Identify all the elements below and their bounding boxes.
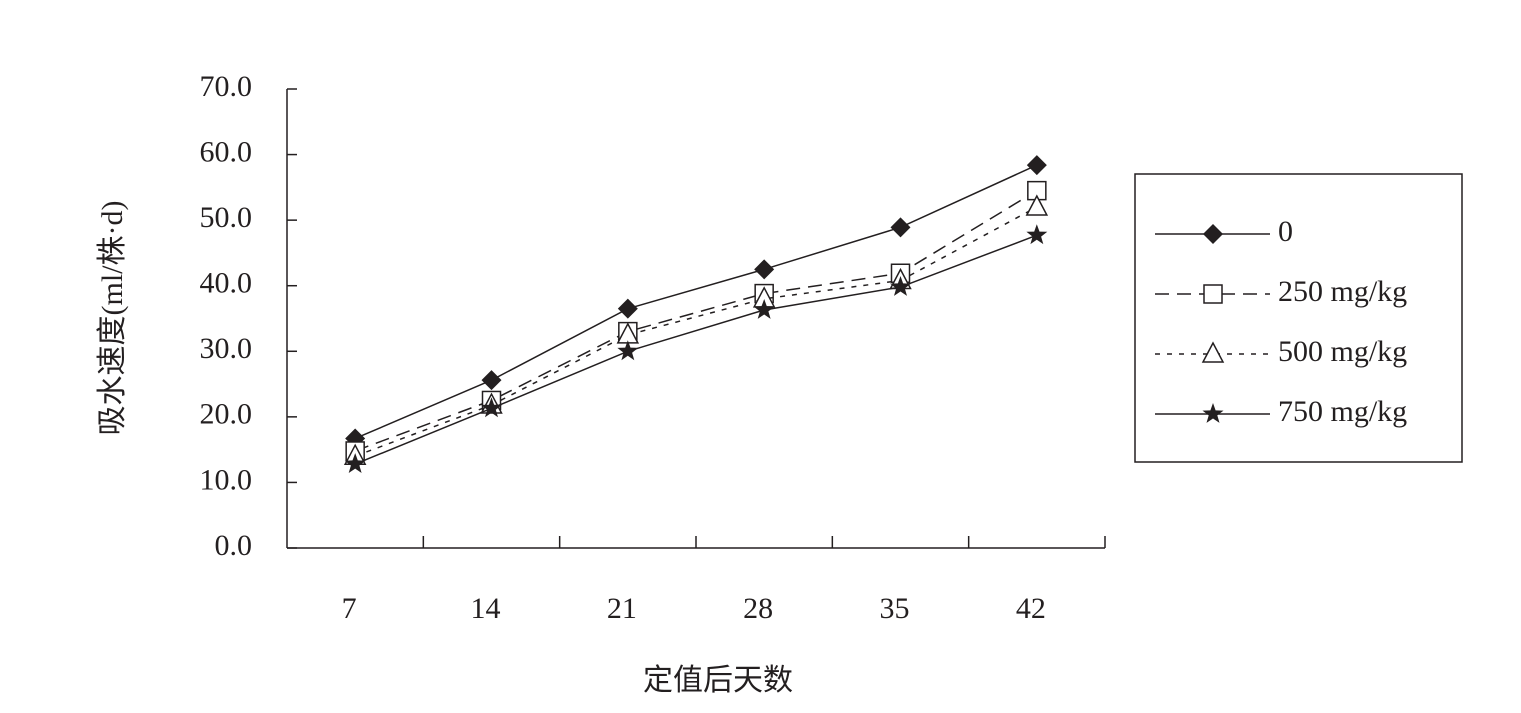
legend-box <box>1134 173 1463 463</box>
series-line <box>354 189 1038 452</box>
series-line <box>354 164 1038 440</box>
marker <box>1203 284 1223 304</box>
marker <box>1025 194 1049 216</box>
marker <box>890 217 911 238</box>
marker <box>1201 341 1225 363</box>
marker <box>890 276 911 296</box>
marker <box>481 397 502 418</box>
series-line <box>354 206 1038 457</box>
y-tick-label: 0.0 <box>215 529 253 562</box>
y-tick-label: 60.0 <box>200 135 253 168</box>
marker <box>754 259 775 280</box>
marker <box>1026 224 1048 245</box>
y-tick-label: 40.0 <box>200 267 253 300</box>
marker <box>481 370 502 391</box>
x-tick-label: 35 <box>880 592 910 625</box>
x-tick-label: 7 <box>342 592 357 625</box>
x-tick-label: 21 <box>607 592 637 625</box>
marker <box>1203 224 1223 244</box>
legend-label: 0 <box>1278 215 1293 248</box>
x-tick-label: 14 <box>471 592 501 625</box>
x-tick-label: 42 <box>1016 592 1046 625</box>
y-tick-label: 50.0 <box>200 201 253 234</box>
legend-label: 750 mg/kg <box>1278 395 1407 428</box>
y-tick-label: 70.0 <box>200 70 253 103</box>
marker <box>753 299 775 319</box>
x-axis-label: 定值后天数 <box>643 664 793 697</box>
legend-label: 250 mg/kg <box>1278 275 1407 308</box>
marker <box>1026 155 1047 176</box>
y-tick-label: 10.0 <box>200 463 253 496</box>
marker <box>1202 403 1224 423</box>
y-axis-label: 吸水速度(ml/株·d) <box>96 201 129 436</box>
series-line <box>354 234 1038 465</box>
y-tick-label: 30.0 <box>200 332 253 365</box>
y-tick-label: 20.0 <box>200 398 253 431</box>
x-tick-label: 28 <box>743 592 773 625</box>
marker <box>344 453 366 473</box>
legend-label: 500 mg/kg <box>1278 335 1407 368</box>
marker <box>617 340 639 361</box>
marker <box>617 298 638 319</box>
